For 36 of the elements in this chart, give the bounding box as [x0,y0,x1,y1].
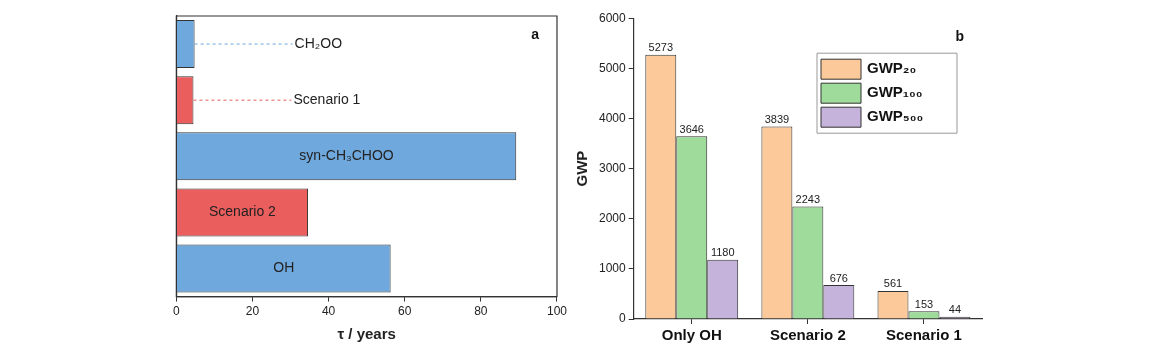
x-tick-label: 60 [398,304,412,319]
x-tick-label: Scenario 2 [769,326,846,344]
data-label: 5273 [648,41,674,54]
annotation: b [955,28,964,45]
y-axis-title: GWP [573,150,591,187]
data-label: 676 [829,271,848,284]
category-label: CH₂OO [294,34,343,51]
x-tick-label: 100 [546,304,568,319]
x-tick-label: Only OH [661,326,722,344]
y-tick-label: 2000 [598,211,627,226]
data-label: 1180 [710,246,735,259]
x-tick-label: 20 [245,304,260,319]
data-label: 2243 [795,193,821,206]
category-label: Scenario 2 [208,203,276,220]
y-tick-label: 4000 [598,110,627,125]
y-tick-label: 3000 [598,160,627,175]
data-label: 561 [883,277,903,290]
data-label: 3646 [679,122,704,135]
legend-label: GWP₁₀₀ [867,83,923,101]
x-tick-label: 80 [474,304,488,319]
data-label: 153 [914,297,934,310]
x-tick-label: 40 [321,304,336,319]
category-label: Scenario 1 [293,91,361,108]
y-tick-label: 6000 [598,10,627,25]
y-tick-label: 5000 [598,60,627,75]
category-label: syn-CH₃CHOO [299,147,394,164]
annotation: a [531,25,540,42]
x-tick-label: 0 [172,304,180,319]
data-label: 3839 [764,113,790,126]
category-label: OH [273,259,295,276]
legend-label: GWP₂₀ [867,59,917,77]
data-label: 44 [948,303,962,316]
legend-label: GWP₅₀₀ [867,107,924,125]
x-tick-label: Scenario 1 [886,326,962,344]
x-axis-title: τ / years [337,325,396,343]
y-tick-label: 1000 [598,261,627,276]
